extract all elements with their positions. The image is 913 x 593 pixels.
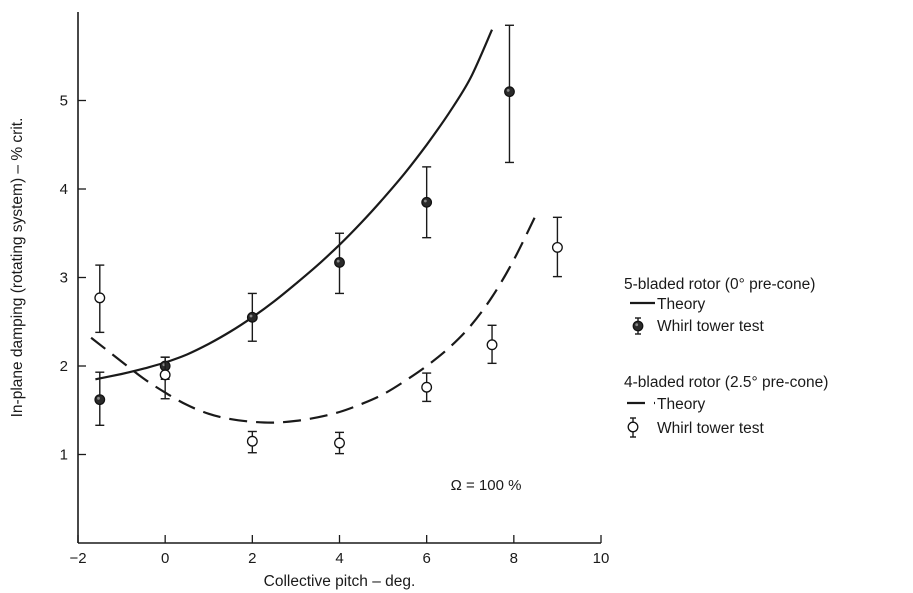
point-marker	[486, 339, 498, 351]
point-marker	[421, 381, 433, 393]
filled-marker-highlight	[506, 88, 510, 92]
data-point-4-bladed	[94, 264, 106, 334]
y-tick-label: 2	[60, 358, 68, 375]
legend-5-bladed-test-marker	[632, 317, 644, 335]
x-tick-label: −2	[69, 550, 86, 567]
point-marker	[94, 394, 106, 406]
x-tick-label: 10	[593, 550, 610, 567]
theory-line-5-bladed	[95, 29, 494, 381]
legend: 5-bladed rotor (0° pre-cone) Theory Whir…	[624, 276, 828, 438]
x-tick-label: 0	[161, 550, 169, 567]
y-tick-label: 5	[60, 93, 68, 110]
x-axis-title: Collective pitch – deg.	[264, 573, 416, 590]
y-tick-label: 4	[60, 181, 68, 198]
data-point-5-bladed	[504, 24, 515, 164]
data-point-5-bladed	[421, 166, 433, 239]
data-point-5-bladed	[334, 232, 345, 295]
data-point-4-bladed	[551, 216, 563, 278]
filled-marker-body	[632, 320, 644, 332]
legend-group-4-bladed-title: 4-bladed rotor (2.5° pre-cone)	[624, 374, 828, 391]
point-marker	[94, 292, 106, 304]
filled-marker-highlight	[423, 199, 427, 203]
x-tick-label: 2	[248, 550, 256, 567]
legend-marker-filled	[632, 320, 644, 332]
x-axis-ticks: −2 0 2 4 6 8 10	[69, 535, 609, 567]
data-point-5-bladed	[94, 371, 106, 426]
legend-group-5-bladed-title: 5-bladed rotor (0° pre-cone)	[624, 276, 815, 293]
data-point-4-bladed	[159, 356, 171, 400]
legend-4-bladed-theory-label: Theory	[657, 396, 705, 413]
x-tick-label: 4	[335, 550, 343, 567]
filled-marker-body	[94, 394, 106, 406]
filled-marker-body	[421, 196, 433, 208]
data-point-4-bladed	[246, 430, 258, 454]
filled-marker-highlight	[249, 314, 253, 318]
point-marker	[334, 257, 345, 268]
data-point-4-bladed	[486, 324, 498, 365]
legend-4-bladed-test-marker	[627, 417, 639, 438]
x-tick-label: 8	[510, 550, 518, 567]
point-marker	[246, 435, 258, 447]
theory-line-4-bladed	[90, 215, 537, 424]
y-tick-label: 3	[60, 270, 68, 287]
filled-marker-body	[334, 257, 345, 268]
filled-marker-highlight	[336, 259, 340, 263]
point-marker	[334, 437, 345, 449]
y-axis-ticks: 1 2 3 4 5	[60, 93, 86, 464]
filled-marker-body	[504, 86, 515, 98]
data-point-4-bladed	[334, 431, 345, 455]
filled-marker-highlight	[635, 323, 639, 327]
filled-marker-highlight	[97, 396, 100, 400]
omega-annotation: Ω = 100 %	[451, 477, 522, 494]
legend-4-bladed-test-label: Whirl tower test	[657, 420, 764, 437]
point-marker	[246, 311, 258, 323]
point-marker	[504, 86, 515, 98]
legend-5-bladed-theory-label: Theory	[657, 296, 705, 313]
point-marker	[421, 196, 433, 208]
x-tick-label: 6	[422, 550, 430, 567]
data-point-5-bladed	[246, 292, 258, 342]
y-tick-label: 1	[60, 447, 68, 464]
point-marker	[551, 241, 563, 253]
data-points	[94, 24, 563, 455]
point-marker	[159, 369, 171, 381]
y-axis-title: In-plane damping (rotating system) – % c…	[9, 118, 26, 418]
legend-5-bladed-test-label: Whirl tower test	[657, 318, 764, 335]
data-point-4-bladed	[421, 372, 433, 403]
filled-marker-body	[246, 311, 258, 323]
theory-lines	[90, 29, 537, 424]
legend-marker-open	[627, 421, 639, 433]
